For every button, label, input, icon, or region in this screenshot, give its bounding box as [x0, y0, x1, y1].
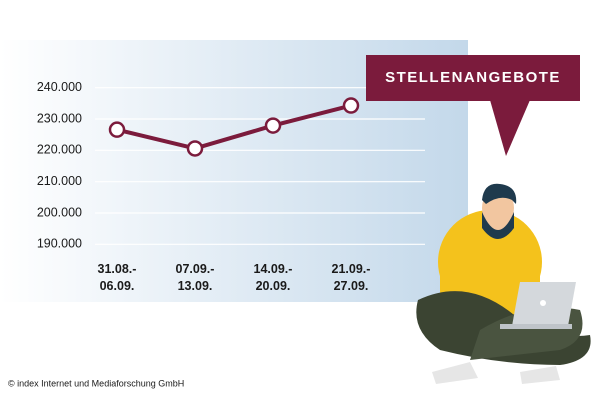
x-tick-label: 31.08.- 06.09.	[98, 262, 137, 293]
x-tick-line: 20.09.	[256, 279, 291, 293]
x-tick-line: 06.09.	[100, 279, 135, 293]
plot: 190.000 200.000 210.000 220.000 230.000 240.0…	[37, 80, 425, 293]
x-tick-line: 31.08.-	[98, 262, 137, 276]
point	[342, 97, 360, 114]
x-tick-line: 21.09.-	[332, 262, 371, 276]
x-tick-line: 07.09.-	[176, 262, 215, 276]
x-tick-line: 13.09.	[178, 279, 213, 293]
x-tick-label: 14.09.- 20.09.	[254, 262, 293, 293]
point	[264, 117, 282, 134]
x-tick-label: 07.09.- 13.09.	[176, 262, 215, 293]
x-tick-line: 14.09.-	[254, 262, 293, 276]
y-tick-label: 220.000	[37, 143, 82, 157]
chart-title: STELLENANGEBOTE	[385, 69, 561, 86]
y-tick-label: 210.000	[37, 174, 82, 188]
point	[186, 140, 204, 157]
source: © index Internet und Mediaforschung GmbH	[8, 378, 184, 388]
line	[116, 103, 352, 151]
y-tick-label: 200.000	[37, 205, 82, 219]
point	[108, 121, 126, 138]
title-box: STELLENANGEBOTE	[366, 55, 580, 156]
x-tick-line: 27.09.	[334, 279, 369, 293]
illustration	[416, 183, 591, 384]
x-tick-label: 21.09.- 27.09.	[332, 262, 371, 293]
y-tick-label: 190.000	[37, 237, 82, 251]
y-tick-label: 230.000	[37, 111, 82, 125]
y-tick-label: 240.000	[37, 80, 82, 94]
